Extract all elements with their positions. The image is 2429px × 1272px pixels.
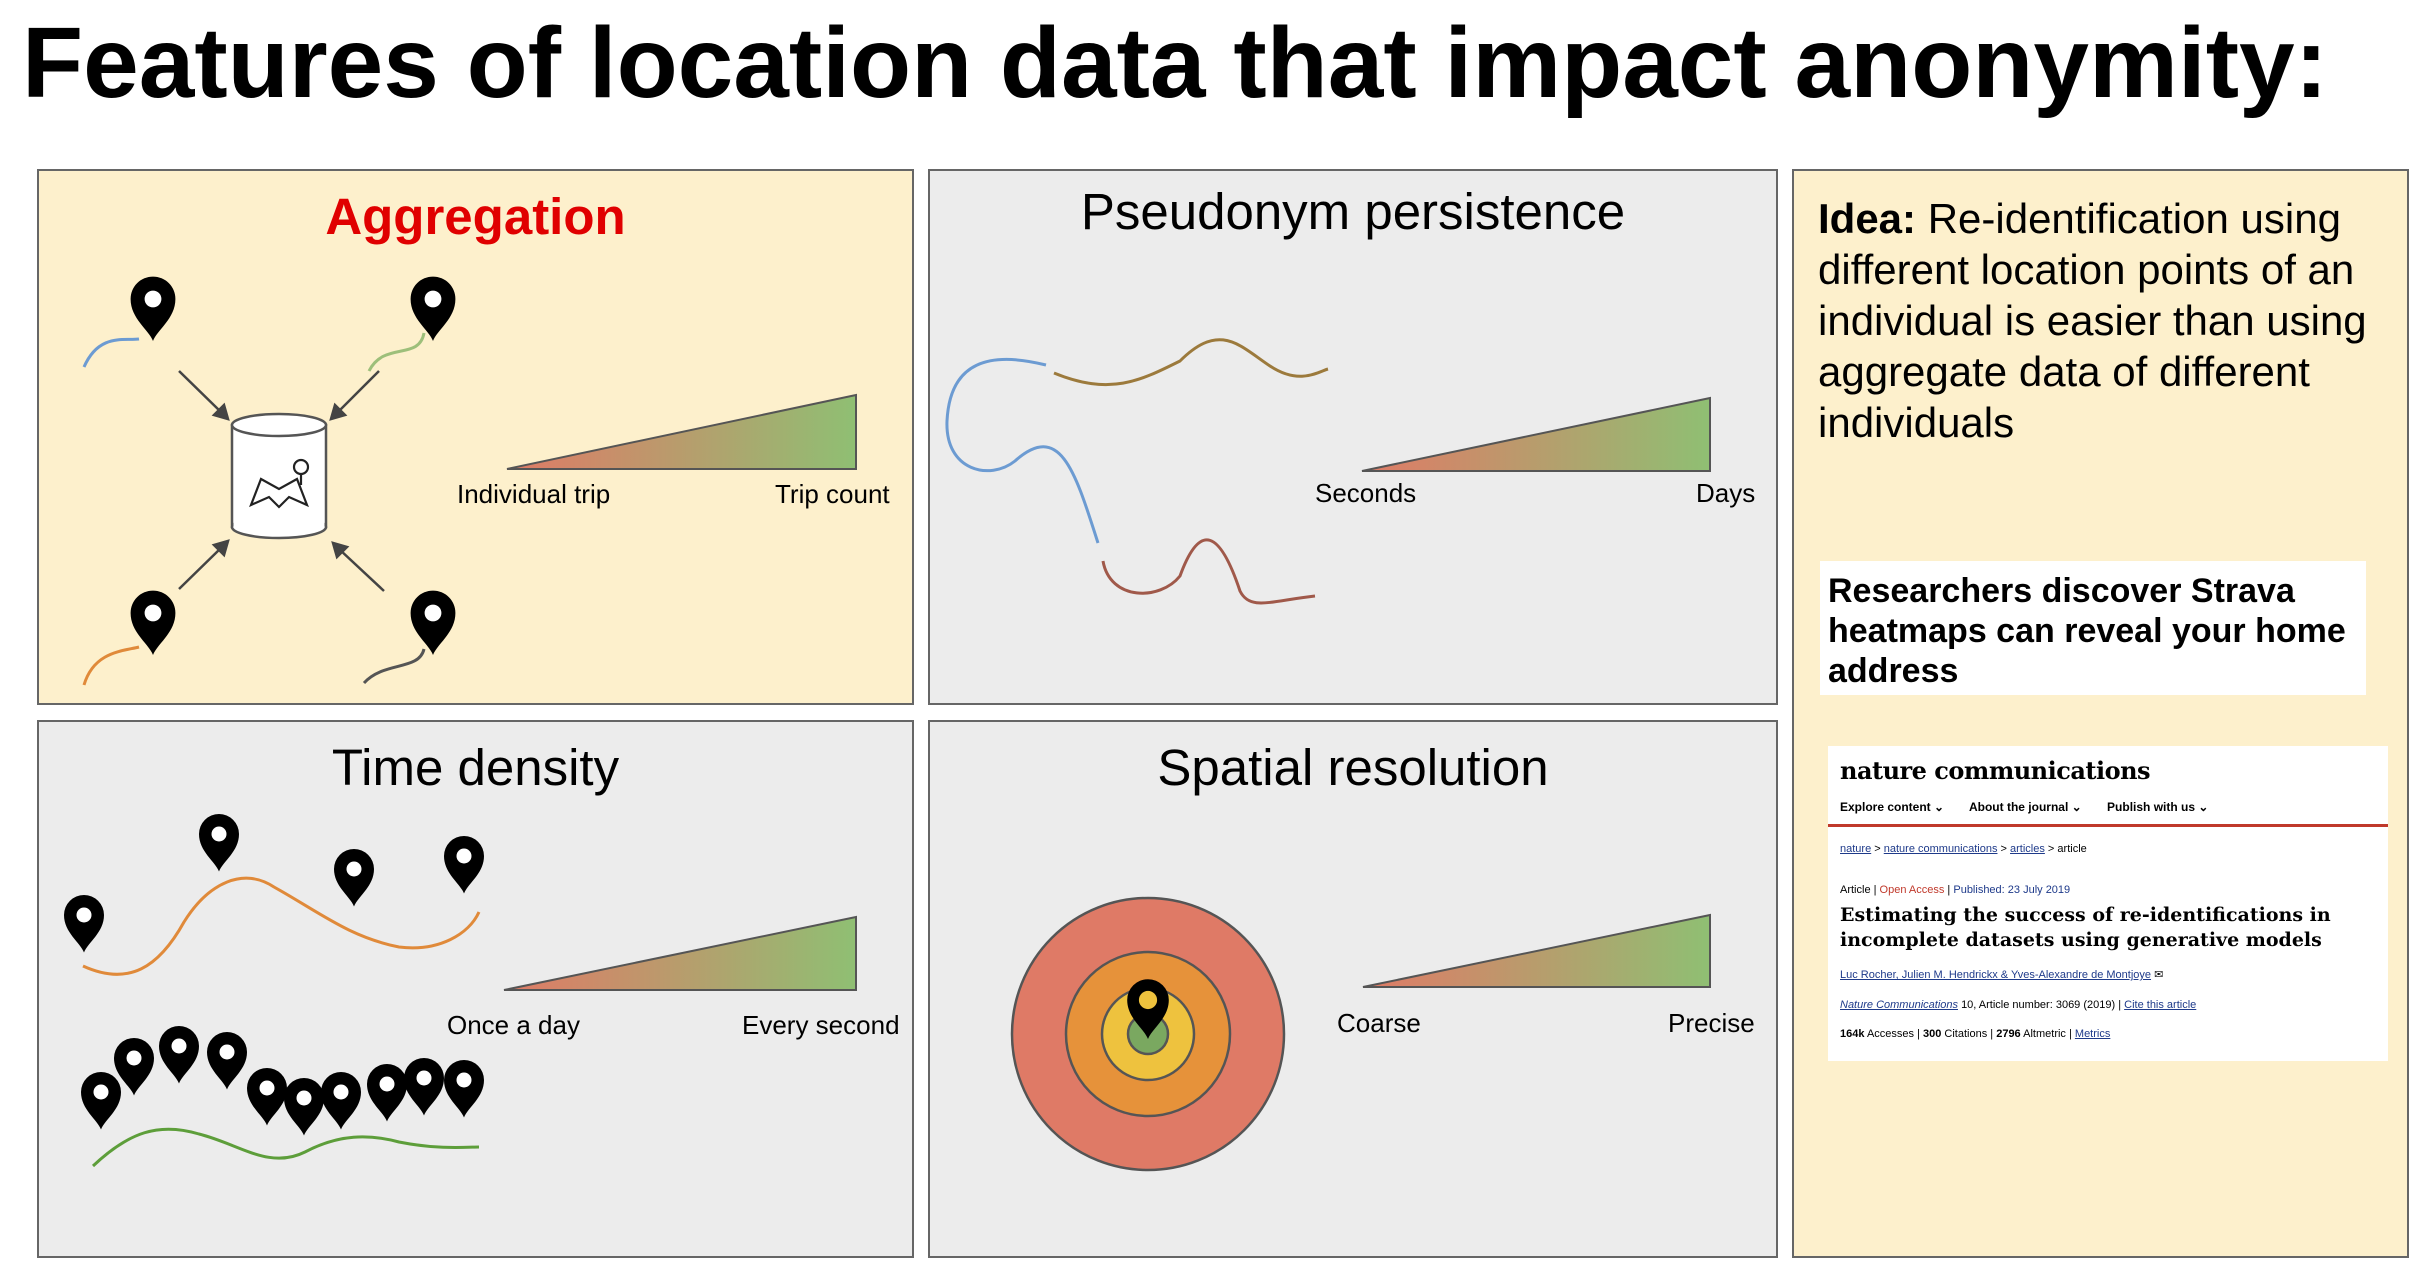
- time-density-title: Time density: [331, 739, 620, 796]
- pin-icon: [410, 590, 456, 655]
- aggregation-panel: Aggregation Individual trip Tri: [37, 169, 914, 705]
- menu-about-journal[interactable]: About the journal ⌄: [1968, 800, 2082, 814]
- article-type: Article: [1840, 884, 1871, 896]
- scale-high-label: Days: [1696, 478, 1756, 508]
- trip-path-gray: [362, 648, 426, 685]
- trip-path-green: [367, 332, 426, 372]
- menu-publish[interactable]: Publish with us ⌄: [2107, 800, 2209, 814]
- pin-icon: [159, 1026, 199, 1084]
- scale-low-label: Coarse: [1337, 1008, 1421, 1038]
- header-rule: [1828, 824, 2388, 827]
- altmetric-count: 2796: [1996, 1028, 2021, 1040]
- scale-low-label: Individual trip: [457, 479, 611, 509]
- pin-icon: [444, 836, 484, 894]
- open-access-badge: Open Access: [1879, 884, 1945, 896]
- slide-title: Features of location data that impact an…: [22, 7, 2328, 119]
- trip-path-brown: [1053, 338, 1329, 387]
- idea-text: Idea: Re-identification using different …: [1818, 193, 2388, 448]
- accesses-label: Accesses: [1866, 1028, 1915, 1040]
- altmetric-label: Altmetric: [2023, 1028, 2066, 1040]
- pin-icon: [321, 1072, 361, 1130]
- pseudonym-panel: Pseudonym persistence Seconds Days: [928, 169, 1778, 705]
- pin-icon: [130, 276, 176, 341]
- pin-icon: [410, 276, 456, 341]
- idea-label: Idea:: [1818, 195, 1917, 242]
- accesses-count: 164k: [1840, 1028, 1865, 1040]
- article-metrics: 164k Accesses | 300 Citations | 2796 Alt…: [1840, 1028, 2111, 1040]
- journal-menu: Explore content ⌄ About the journal ⌄ Pu…: [1840, 800, 2230, 814]
- breadcrumb-journal[interactable]: nature communications: [1883, 843, 1998, 855]
- pin-icon: [367, 1064, 407, 1122]
- pin-icon: [334, 849, 374, 907]
- journal-name[interactable]: Nature Communications: [1840, 999, 1958, 1011]
- metrics-link[interactable]: Metrics: [2074, 1028, 2111, 1040]
- trip-path-green: [91, 1127, 480, 1168]
- mail-icon: ✉: [2154, 969, 2164, 981]
- breadcrumb-nature[interactable]: nature: [1840, 843, 1872, 855]
- database-icon: [230, 412, 328, 540]
- journal-brand: nature communications: [1840, 756, 2151, 785]
- published-date: Published: 23 July 2019: [1953, 884, 2071, 896]
- article-title[interactable]: Estimating the success of re-identificat…: [1840, 904, 2331, 951]
- pin-icon: [199, 814, 239, 872]
- pin-icon: [404, 1058, 444, 1116]
- scale-wedge: [1361, 396, 1711, 472]
- idea-panel: Idea: Re-identification using different …: [1792, 169, 2409, 1258]
- breadcrumb-article: article: [2057, 843, 2087, 855]
- pin-icon: [247, 1068, 287, 1126]
- spatial-title: Spatial resolution: [1157, 739, 1549, 796]
- scale-high-label: Trip count: [775, 479, 890, 509]
- time-density-panel: Time density Once a day Every second: [37, 720, 914, 1258]
- article-authors: Luc Rocher, Julien M. Hendrickx & Yves-A…: [1840, 968, 2163, 981]
- pseudonym-title: Pseudonym persistence: [1080, 183, 1626, 240]
- menu-explore-content[interactable]: Explore content ⌄: [1840, 800, 1945, 814]
- trip-path-blue: [945, 357, 1100, 544]
- breadcrumb: nature > nature communications > article…: [1840, 843, 2087, 855]
- trip-path-blue: [82, 337, 140, 368]
- trip-path-orange: [82, 876, 481, 976]
- scale-high-label: Precise: [1668, 1008, 1755, 1038]
- citations-label: Citations: [1944, 1028, 1988, 1040]
- pin-icon: [64, 895, 104, 953]
- trip-path-orange: [82, 645, 140, 686]
- spatial-panel: Spatial resolution Coarse Precise: [928, 720, 1778, 1258]
- idea-body: Re-identification using different locati…: [1818, 195, 2367, 446]
- pin-icon: [1127, 979, 1169, 1039]
- pin-icon: [130, 590, 176, 655]
- breadcrumb-articles[interactable]: articles: [2010, 843, 2045, 855]
- news-headline: Researchers discover Strava heatmaps can…: [1820, 561, 2366, 695]
- article-screenshot: nature communications Explore content ⌄ …: [1828, 746, 2388, 1061]
- scale-low-label: Seconds: [1315, 478, 1417, 508]
- authors-link[interactable]: Luc Rocher, Julien M. Hendrickx & Yves-A…: [1840, 969, 2152, 981]
- pin-icon: [284, 1078, 324, 1136]
- scale-wedge: [503, 915, 857, 991]
- scale-wedge: [1362, 913, 1711, 988]
- pin-icon: [114, 1038, 154, 1096]
- pin-icon: [444, 1060, 484, 1118]
- citations-count: 300: [1923, 1028, 1942, 1040]
- arrow-icon: [178, 370, 385, 592]
- trip-path-red: [1101, 538, 1316, 605]
- cite-link[interactable]: Cite this article: [2124, 999, 2197, 1011]
- scale-low-label: Once a day: [447, 1010, 580, 1040]
- journal-citation: Nature Communications 10, Article number…: [1840, 999, 2197, 1011]
- scale-high-label: Every second: [742, 1010, 900, 1040]
- aggregation-title: Aggregation: [325, 188, 626, 245]
- article-meta: Article | Open Access | Published: 23 Ju…: [1840, 884, 2071, 896]
- journal-volume: 10, Article number: 3069 (2019): [1961, 999, 2116, 1011]
- pin-icon: [207, 1032, 247, 1090]
- pin-icon: [81, 1072, 121, 1130]
- scale-wedge: [506, 393, 857, 470]
